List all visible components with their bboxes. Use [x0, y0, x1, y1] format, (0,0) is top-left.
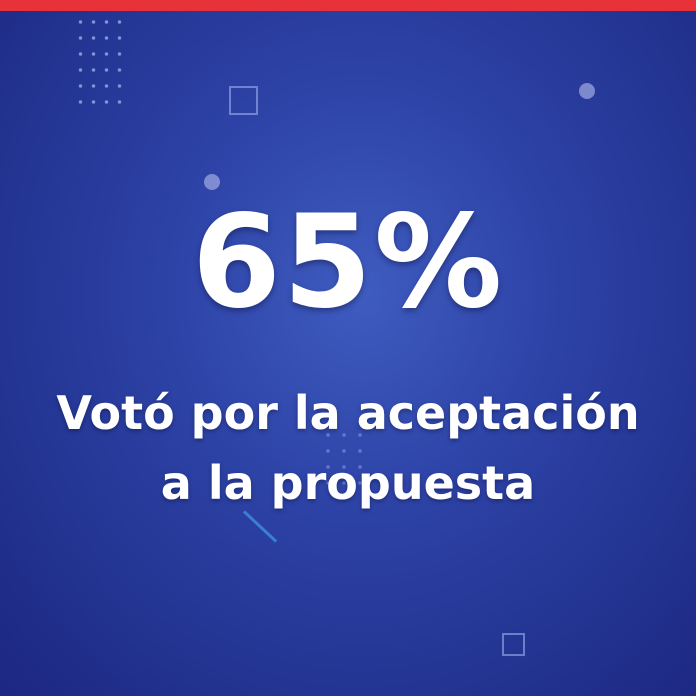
top-accent-bar	[0, 0, 696, 11]
stat-caption: Votó por la aceptación a la propuesta	[0, 378, 696, 518]
decorative-circle	[579, 83, 595, 99]
decorative-dot-grid	[74, 14, 124, 114]
stat-percentage: 65%	[191, 188, 505, 337]
decorative-square	[229, 86, 258, 115]
decorative-dot-grid	[320, 427, 374, 487]
caption-line-2: a la propuesta	[160, 456, 536, 510]
caption-line-1: Votó por la aceptación	[56, 386, 640, 440]
decorative-circle	[204, 174, 220, 190]
decorative-square	[502, 633, 525, 656]
